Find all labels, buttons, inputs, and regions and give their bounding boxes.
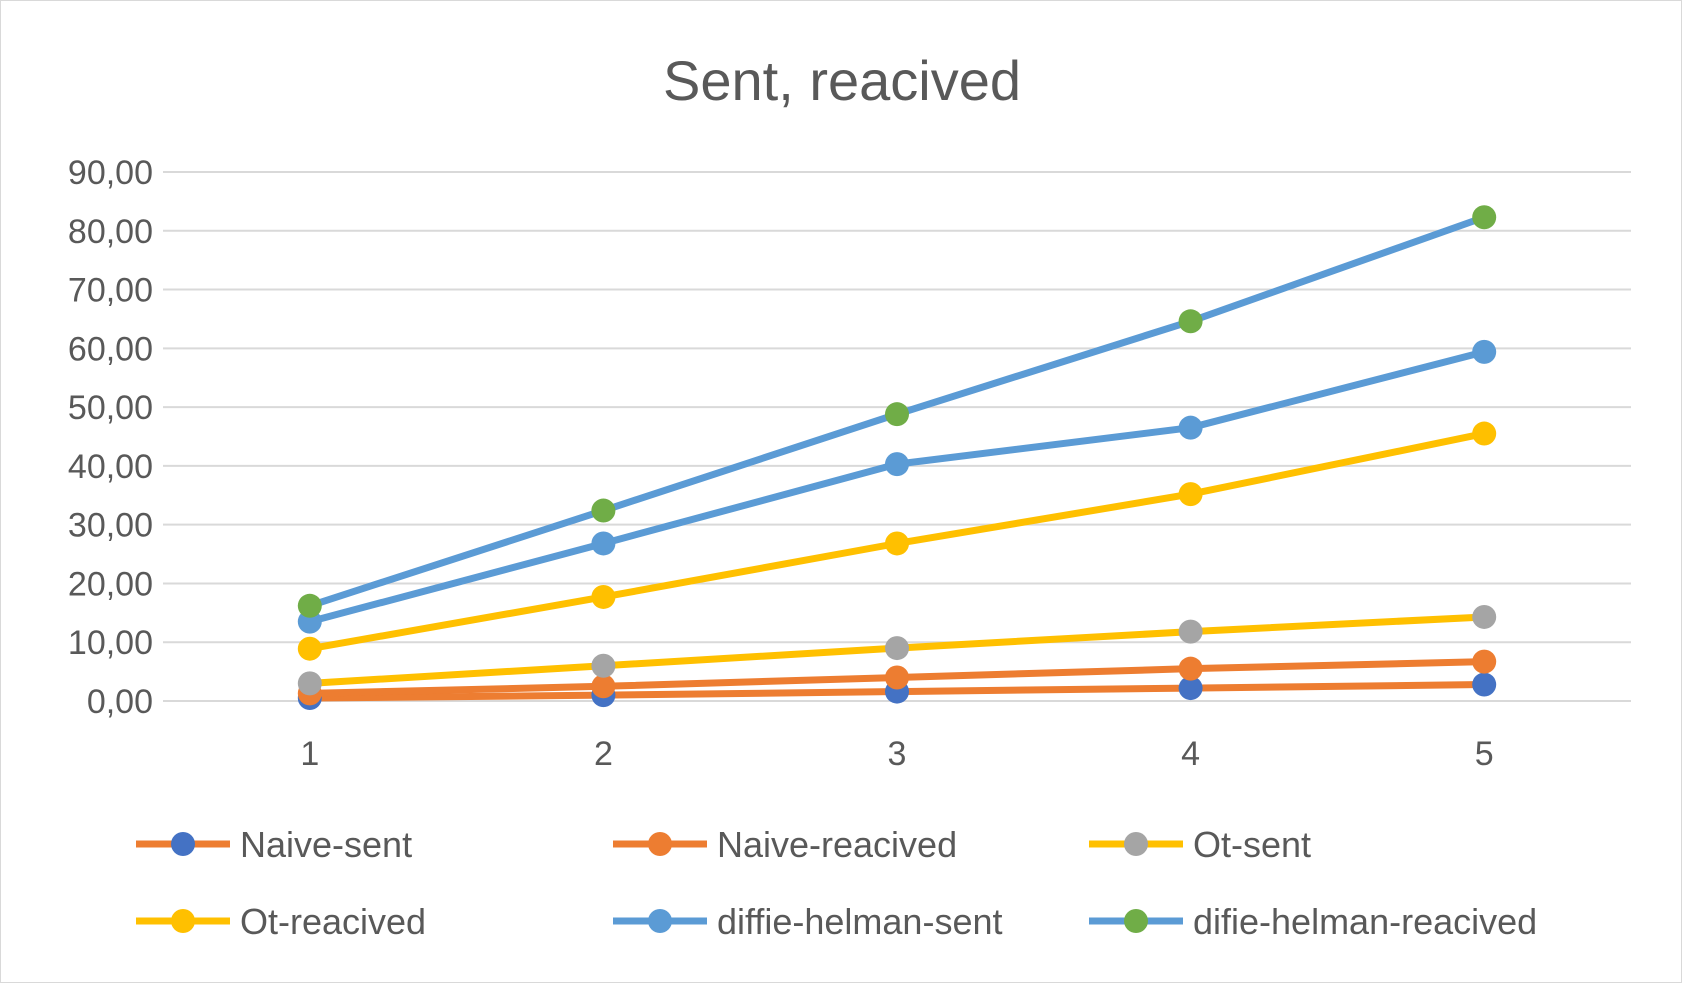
x-tick-label: 3 <box>888 735 907 773</box>
series-4 <box>297 421 1497 661</box>
series-3 <box>297 604 1497 696</box>
x-tick-label: 2 <box>594 735 613 773</box>
x-axis-ticks: 1 2 3 4 5 <box>300 735 1493 773</box>
data-point <box>1472 672 1497 697</box>
legend-item: difie-helman-reacived <box>1089 901 1537 942</box>
data-point <box>1472 205 1497 230</box>
data-point <box>885 665 909 690</box>
y-tick-label: 60,00 <box>68 330 153 368</box>
y-tick-label: 70,00 <box>68 272 153 310</box>
x-tick-label: 1 <box>300 735 319 773</box>
series-2 <box>297 649 1497 706</box>
legend-marker <box>171 909 195 933</box>
y-tick-label: 80,00 <box>68 213 153 251</box>
legend-item: Ot-sent <box>1089 824 1311 865</box>
legend-label: difie-helman-reacived <box>1193 901 1537 942</box>
data-point <box>1472 339 1497 364</box>
series-line <box>306 348 1488 626</box>
data-point <box>1178 415 1203 440</box>
data-point <box>1178 482 1203 507</box>
data-point <box>885 452 909 477</box>
legend-marker <box>648 832 672 856</box>
x-tick-label: 5 <box>1475 735 1494 773</box>
x-tick-label: 4 <box>1181 735 1200 773</box>
legend-marker <box>1124 909 1148 933</box>
legend: Naive-sent Naive-reacived Ot-sent Ot-reaciv… <box>136 824 1537 942</box>
series-6 <box>297 205 1497 618</box>
y-axis-ticks: 0,00 10,00 20,00 30,00 40,00 50,00 60,00 70,00 8… <box>68 154 153 721</box>
legend-marker <box>648 909 672 933</box>
chart-title: Sent, reacived <box>663 49 1021 112</box>
data-point <box>1178 656 1203 681</box>
y-tick-label: 40,00 <box>68 448 153 486</box>
legend-item: Naive-reacived <box>613 824 957 865</box>
data-point <box>1472 649 1497 674</box>
data-point <box>885 531 909 556</box>
legend-item: Naive-sent <box>136 824 412 865</box>
legend-marker <box>171 832 195 856</box>
data-point <box>591 498 616 523</box>
legend-label: Ot-reacived <box>240 901 426 942</box>
data-point <box>885 402 909 427</box>
plot-area <box>297 205 1497 711</box>
data-point <box>1178 309 1203 334</box>
data-point <box>297 671 322 696</box>
y-tick-label: 50,00 <box>68 389 153 427</box>
data-point <box>1178 619 1203 644</box>
legend-label: Ot-sent <box>1193 824 1311 865</box>
series-5 <box>297 339 1497 634</box>
legend-item: Ot-reacived <box>136 901 426 942</box>
y-tick-label: 0,00 <box>87 683 153 721</box>
legend-label: Naive-sent <box>240 824 412 865</box>
data-point <box>297 636 322 661</box>
data-point <box>591 531 616 556</box>
legend-label: Naive-reacived <box>717 824 957 865</box>
data-point <box>591 653 616 678</box>
legend-item: diffie-helman-sent <box>613 901 1003 942</box>
y-tick-label: 30,00 <box>68 507 153 545</box>
data-point <box>1472 421 1497 446</box>
y-tick-label: 20,00 <box>68 565 153 603</box>
data-point <box>1472 604 1497 629</box>
data-point <box>591 584 616 609</box>
legend-label: diffie-helman-sent <box>717 901 1003 942</box>
y-tick-label: 10,00 <box>68 624 153 662</box>
data-point <box>591 674 616 699</box>
y-tick-label: 90,00 <box>68 154 153 192</box>
data-point <box>297 593 322 618</box>
data-point <box>885 636 909 661</box>
legend-marker <box>1124 832 1148 856</box>
data-point <box>1178 676 1203 701</box>
